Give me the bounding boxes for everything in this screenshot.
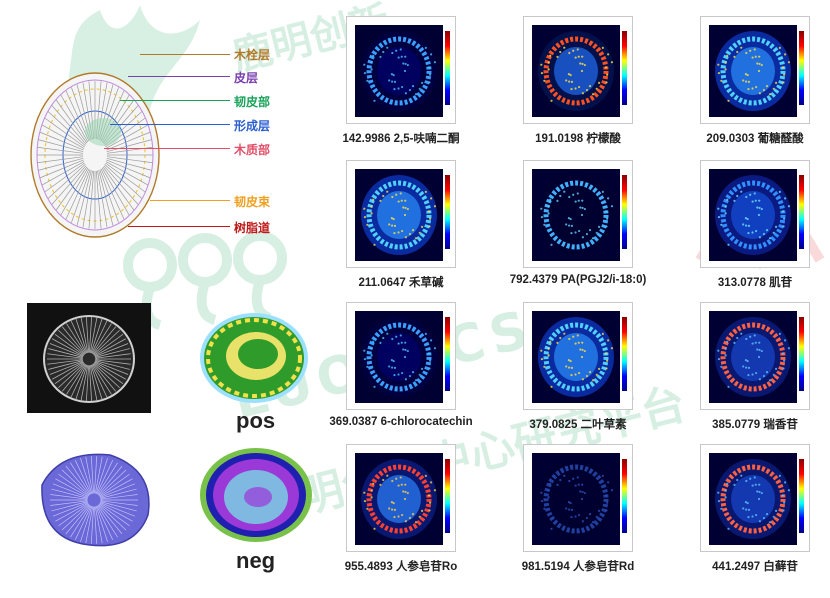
ion-image-panel (346, 444, 456, 552)
cluster-map-neg (200, 448, 312, 542)
colorbar (799, 459, 804, 533)
colorbar (622, 317, 627, 391)
optical-section-icon (43, 315, 135, 403)
legend-label-resin-canal: 树脂道 (234, 221, 271, 235)
ion-image (709, 169, 797, 261)
ion-image-caption: 142.9986 2,5-呋喃二酮 (342, 133, 460, 145)
leader-line (128, 226, 230, 227)
legend-label-cortex: 皮层 (234, 71, 259, 85)
ion-image-panel (700, 444, 810, 552)
colorbar (622, 459, 627, 533)
leader-line (110, 124, 230, 125)
ion-image-caption: 369.0387 6-chlorocatechin (329, 416, 473, 428)
root-cross-section-sketch (30, 72, 160, 238)
ion-image (709, 453, 797, 545)
ion-image-panel (346, 302, 456, 410)
ion-image (355, 25, 443, 117)
ion-image-panel (700, 302, 810, 410)
ion-image (709, 25, 797, 117)
mode-label-pos: pos (236, 408, 276, 433)
ion-image (532, 25, 620, 117)
leader-line (104, 148, 230, 149)
colorbar (445, 317, 450, 391)
legend-label-xylem: 木质部 (234, 143, 271, 157)
ion-image-caption: 313.0778 肌苷 (717, 277, 793, 289)
colorbar (622, 175, 627, 249)
optical-image-neg (41, 453, 150, 547)
ion-image-caption: 379.0825 二叶草素 (529, 419, 627, 431)
ion-image-panel (523, 160, 633, 268)
ion-image (355, 453, 443, 545)
ion-image-caption: 209.0303 葡糖醛酸 (706, 133, 804, 145)
mode-label-neg: neg (236, 548, 276, 573)
legend-label-phloem: 韧皮部 (234, 95, 271, 109)
ion-image-panel (346, 160, 456, 268)
colorbar (445, 459, 450, 533)
colorbar (445, 175, 450, 249)
legend-label-cambium: 形成层 (234, 119, 271, 133)
ion-image-caption: 792.4379 PA(PGJ2/i-18:0) (509, 274, 647, 286)
ion-image (709, 311, 797, 403)
optical-image-pos (27, 303, 151, 413)
ion-image (532, 169, 620, 261)
cluster-map-pos (200, 313, 308, 403)
ion-image (355, 169, 443, 261)
colorbar (799, 317, 804, 391)
ion-image-panel (346, 16, 456, 124)
leader-line (120, 100, 230, 101)
colorbar (445, 31, 450, 105)
ion-image-caption: 211.0647 禾草碱 (358, 277, 444, 289)
leader-line (128, 76, 230, 77)
ion-image (532, 453, 620, 545)
legend-label-cork: 木栓层 (234, 48, 271, 62)
ion-image-caption: 441.2497 白藓苷 (712, 561, 798, 573)
colorbar (622, 31, 627, 105)
ion-image-caption: 191.0198 柠檬酸 (535, 133, 621, 145)
leader-line (150, 200, 230, 201)
ion-image-panel (523, 302, 633, 410)
colorbar (799, 31, 804, 105)
legend-label-phloem-bundle: 韧皮束 (234, 195, 271, 209)
ion-image-caption: 385.0779 瑞香苷 (712, 419, 798, 431)
ion-image (355, 311, 443, 403)
ion-image-panel (523, 444, 633, 552)
ion-image-panel (700, 160, 810, 268)
ion-image-panel (523, 16, 633, 124)
colorbar (799, 175, 804, 249)
ion-image (532, 311, 620, 403)
ion-image-panel (700, 16, 810, 124)
ion-image-caption: 955.4893 人参皂苷Ro (344, 561, 458, 573)
leader-line (140, 54, 230, 55)
ion-image-caption: 981.5194 人参皂苷Rd (521, 561, 635, 573)
